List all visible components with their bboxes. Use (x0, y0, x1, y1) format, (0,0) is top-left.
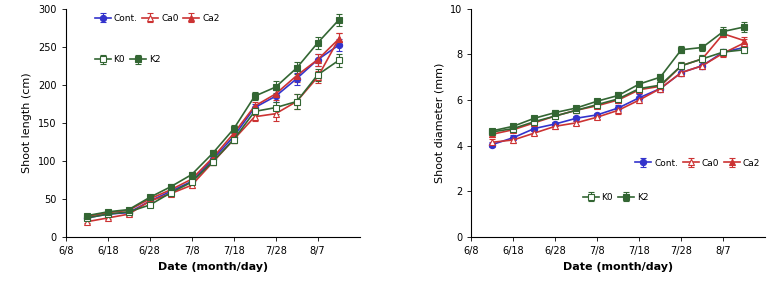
Legend: K0, K2: K0, K2 (582, 192, 649, 203)
X-axis label: Date (month/day): Date (month/day) (158, 262, 267, 272)
Legend: K0, K2: K0, K2 (94, 54, 161, 65)
Y-axis label: Shoot length (cm): Shoot length (cm) (22, 73, 32, 173)
X-axis label: Date (month/day): Date (month/day) (564, 262, 673, 272)
Y-axis label: Shoot diameter (mm): Shoot diameter (mm) (434, 63, 444, 183)
